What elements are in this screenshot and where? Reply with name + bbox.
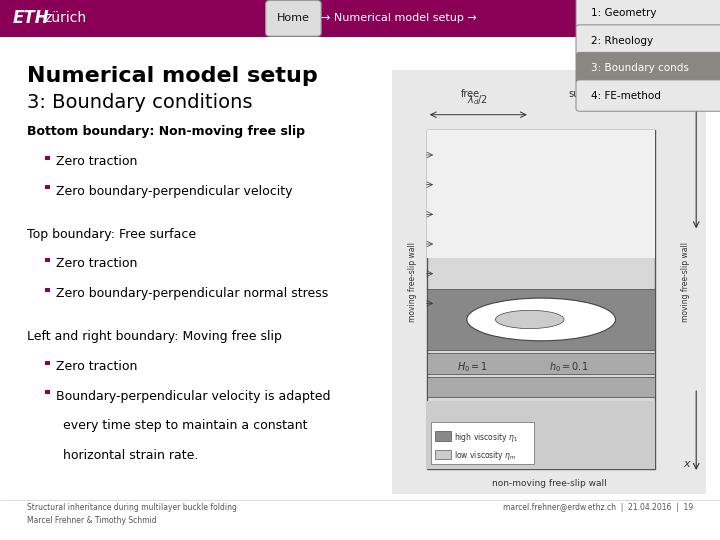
Text: 4: FE-method: 4: FE-method (591, 91, 661, 100)
Bar (435, 431, 451, 441)
Bar (427, 130, 655, 259)
Bar (431, 422, 534, 464)
Bar (45, 258, 50, 262)
Bar (392, 70, 706, 494)
Text: Left and right boundary: Moving free slip: Left and right boundary: Moving free sli… (27, 330, 282, 343)
Bar (435, 450, 451, 460)
Text: Bottom boundary: Non-moving free slip: Bottom boundary: Non-moving free slip (27, 125, 305, 138)
FancyBboxPatch shape (266, 1, 321, 36)
Bar (0, 0, 720, 37)
Text: non-moving free-slip wall: non-moving free-slip wall (492, 479, 606, 488)
Bar (427, 401, 655, 469)
Text: Zero boundary-perpendicular normal stress: Zero boundary-perpendicular normal stres… (56, 287, 328, 300)
Bar (45, 186, 50, 190)
Bar (45, 156, 50, 160)
Bar (427, 353, 655, 374)
Text: Numerical model setup: Numerical model setup (27, 66, 318, 86)
Text: Home: Home (277, 14, 310, 23)
Text: moving free-slip wall: moving free-slip wall (680, 242, 690, 322)
Bar (45, 390, 50, 394)
Bar (427, 377, 655, 397)
Text: surface: surface (569, 89, 605, 98)
Text: low viscosity $\eta_m$: low viscosity $\eta_m$ (454, 449, 517, 462)
FancyBboxPatch shape (576, 25, 720, 56)
Bar (427, 289, 655, 350)
FancyBboxPatch shape (576, 0, 720, 29)
Ellipse shape (495, 310, 564, 329)
Text: $H_0=1$: $H_0=1$ (457, 360, 488, 374)
Text: 2: Rheology: 2: Rheology (591, 36, 653, 45)
Text: 1: Geometry: 1: Geometry (591, 8, 657, 18)
FancyBboxPatch shape (576, 52, 720, 84)
Text: $\lambda_{d}/2$: $\lambda_{d}/2$ (467, 93, 487, 107)
Text: Zero traction: Zero traction (56, 258, 138, 271)
Text: Zero traction: Zero traction (56, 155, 138, 168)
Ellipse shape (467, 298, 616, 341)
Bar (45, 288, 50, 292)
Text: zürich: zürich (45, 11, 87, 25)
Text: horizontal strain rate.: horizontal strain rate. (63, 449, 199, 462)
Text: 3: Boundary conditions: 3: Boundary conditions (27, 93, 253, 112)
Text: moving free-slip wall: moving free-slip wall (408, 242, 418, 322)
FancyBboxPatch shape (576, 80, 720, 111)
Text: Zero boundary-perpendicular velocity: Zero boundary-perpendicular velocity (56, 185, 292, 198)
Text: → Numerical model setup →: → Numerical model setup → (321, 14, 477, 23)
Text: marcel.frehner@erdw.ethz.ch  |  21.04.2016  |  19: marcel.frehner@erdw.ethz.ch | 21.04.2016… (503, 503, 693, 512)
Text: every time step to maintain a constant: every time step to maintain a constant (63, 420, 308, 433)
Text: y: y (666, 93, 673, 103)
Bar (45, 361, 50, 365)
Text: 3: Boundary conds: 3: Boundary conds (591, 63, 689, 73)
Text: $h_0=0.1$: $h_0=0.1$ (549, 360, 588, 374)
Text: ETH: ETH (13, 9, 50, 28)
Text: Boundary-perpendicular velocity is adapted: Boundary-perpendicular velocity is adapt… (56, 390, 330, 403)
Text: Top boundary: Free surface: Top boundary: Free surface (27, 228, 197, 241)
Text: high viscosity $\eta_1$: high viscosity $\eta_1$ (454, 431, 518, 444)
Text: free: free (461, 89, 480, 98)
Text: Zero traction: Zero traction (56, 360, 138, 373)
Bar (427, 130, 655, 469)
Text: x: x (683, 460, 690, 469)
Text: Structural inheritance during multilayer buckle folding
Marcel Frehner & Timothy: Structural inheritance during multilayer… (27, 503, 237, 525)
